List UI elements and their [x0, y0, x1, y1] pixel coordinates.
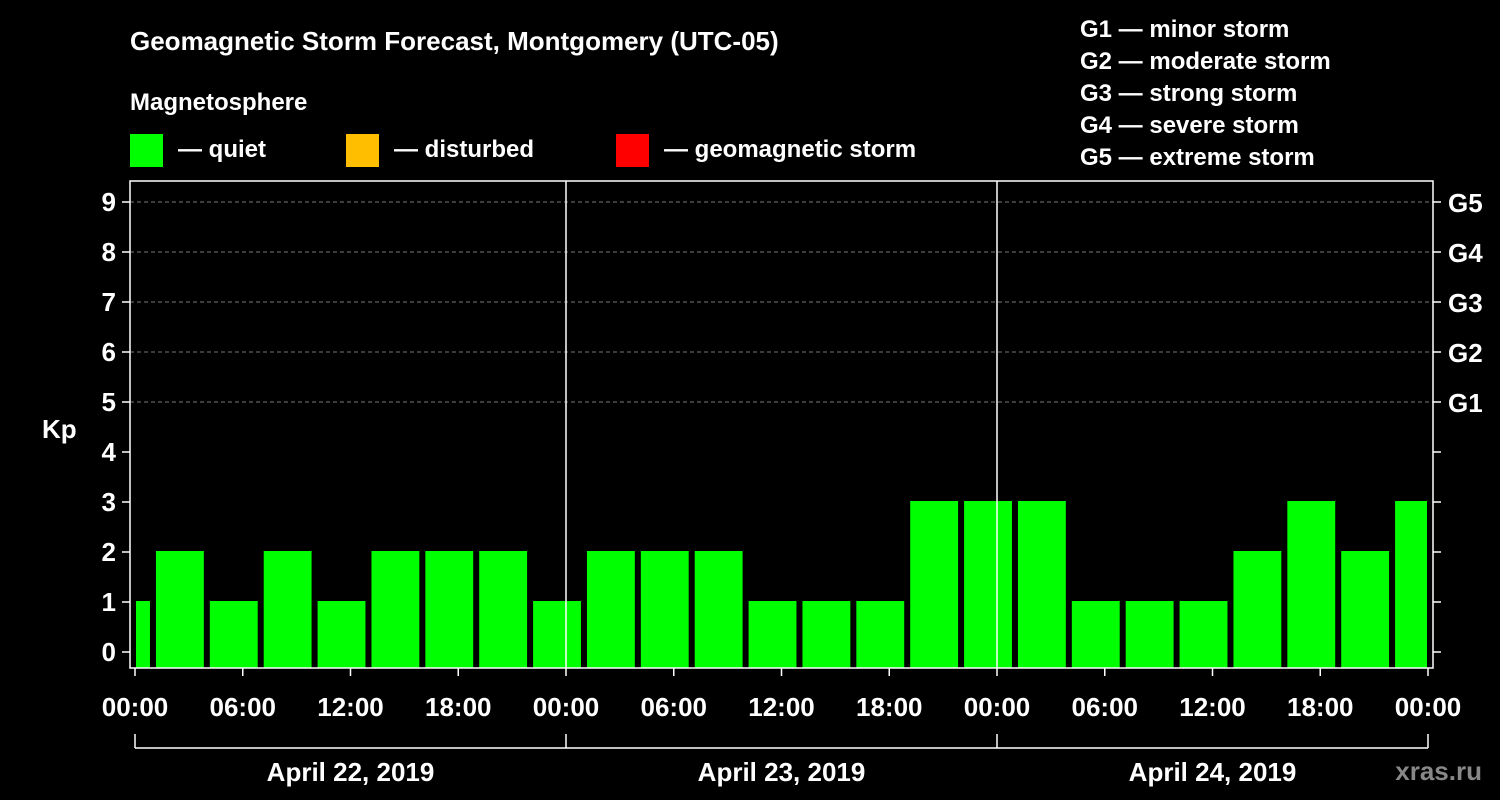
legend-label: — geomagnetic storm: [664, 136, 916, 163]
kp-bar: [1017, 501, 1066, 668]
kp-bar: [640, 551, 689, 668]
kp-bar: [371, 551, 420, 668]
storm-scale-item: G5 — extreme storm: [1080, 144, 1315, 171]
kp-bar: [425, 551, 474, 668]
legend-label: — disturbed: [394, 136, 534, 163]
kp-bar: [856, 601, 905, 668]
x-tick-label: 06:00: [210, 692, 277, 722]
x-tick-label: 00:00: [102, 692, 169, 722]
g-scale-label: G1: [1448, 388, 1483, 418]
kp-bar: [136, 601, 150, 668]
x-tick-label: 06:00: [641, 692, 708, 722]
x-tick-label: 18:00: [856, 692, 923, 722]
legend-swatch: [130, 134, 163, 167]
x-tick-label: 18:00: [1287, 692, 1354, 722]
kp-bar: [910, 501, 959, 668]
y-tick-label: 2: [102, 537, 116, 567]
x-tick-label: 12:00: [748, 692, 815, 722]
y-tick-label: 5: [102, 387, 116, 417]
kp-bar: [317, 601, 366, 668]
chart-title: Geomagnetic Storm Forecast, Montgomery (…: [130, 26, 779, 56]
kp-bar: [1287, 501, 1336, 668]
x-tick-label: 18:00: [425, 692, 492, 722]
legend-label: — quiet: [178, 136, 266, 163]
y-tick-label: 4: [102, 437, 117, 467]
x-tick-label: 00:00: [1395, 692, 1462, 722]
y-axis-label: Kp: [42, 414, 77, 444]
kp-bar: [1341, 551, 1390, 668]
legend-swatch: [346, 134, 379, 167]
y-tick-label: 6: [102, 337, 116, 367]
y-tick-label: 1: [102, 587, 116, 617]
x-tick-label: 06:00: [1072, 692, 1139, 722]
y-tick-label: 0: [102, 637, 116, 667]
watermark: xras.ru: [1395, 756, 1482, 786]
kp-bar: [1233, 551, 1282, 668]
kp-bar: [1071, 601, 1120, 668]
storm-scale-item: G2 — moderate storm: [1080, 48, 1331, 75]
kp-bar: [802, 601, 851, 668]
day-label: April 22, 2019: [267, 757, 435, 787]
legend-swatch: [616, 134, 649, 167]
kp-bar: [586, 551, 635, 668]
storm-scale-item: G1 — minor storm: [1080, 16, 1289, 43]
kp-bar: [533, 601, 581, 668]
legend-title: Magnetosphere: [130, 89, 307, 116]
x-tick-label: 00:00: [533, 692, 600, 722]
y-tick-label: 3: [102, 487, 116, 517]
kp-bar: [209, 601, 258, 668]
g-scale-label: G2: [1448, 338, 1483, 368]
plot-area: 0 1 2 3 4 5 6 7 8 9 G1 G2 G3 G4 G5 00:00 06:00 12:00 18:00…: [102, 180, 1483, 787]
storm-scale-item: G4 — severe storm: [1080, 112, 1299, 139]
day-label: April 24, 2019: [1129, 757, 1297, 787]
y-tick-label: 7: [102, 287, 116, 317]
y-tick-label: 8: [102, 237, 116, 267]
y-tick-label: 9: [102, 187, 116, 217]
storm-scale-item: G3 — strong storm: [1080, 80, 1297, 107]
legend: — quiet — disturbed — geomagnetic storm: [130, 134, 916, 167]
storm-scale-legend: G1 — minor storm G2 — moderate storm G3 — …: [1080, 16, 1331, 171]
kp-bar: [694, 551, 743, 668]
kp-bar: [155, 551, 204, 668]
g-scale-label: G3: [1448, 288, 1483, 318]
kp-bar: [479, 551, 528, 668]
g-scale-label: G5: [1448, 188, 1483, 218]
kp-bar: [1125, 601, 1174, 668]
kp-bar: [748, 601, 797, 668]
kp-bar: [964, 501, 1012, 668]
x-tick-label: 00:00: [964, 692, 1031, 722]
kp-bar: [263, 551, 312, 668]
g-scale-label: G4: [1448, 238, 1483, 268]
kp-bar: [1395, 501, 1427, 668]
x-tick-label: 12:00: [317, 692, 384, 722]
day-label: April 23, 2019: [698, 757, 866, 787]
x-tick-label: 12:00: [1179, 692, 1246, 722]
kp-bar: [1179, 601, 1228, 668]
